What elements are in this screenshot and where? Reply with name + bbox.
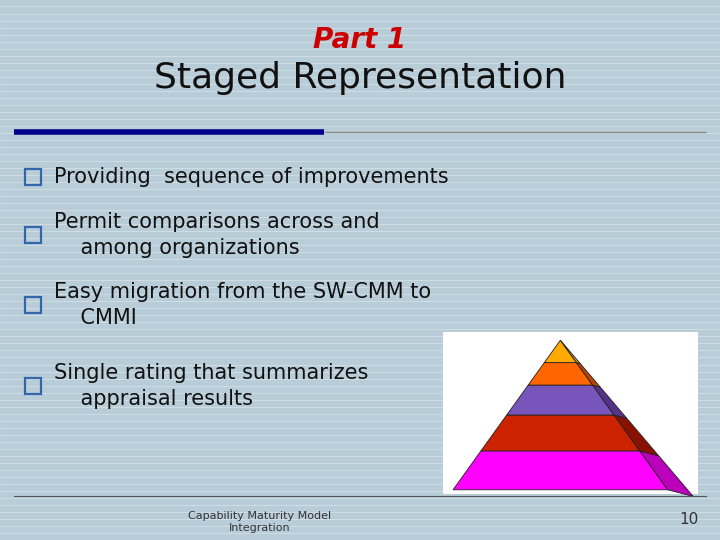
Polygon shape <box>481 415 640 451</box>
Text: Capability Maturity Model: Capability Maturity Model <box>188 511 330 521</box>
Text: Easy migration from the SW-CMM to
    CMMI: Easy migration from the SW-CMM to CMMI <box>54 282 431 328</box>
Polygon shape <box>593 385 627 418</box>
FancyBboxPatch shape <box>443 332 698 494</box>
Text: 10: 10 <box>679 512 698 527</box>
Polygon shape <box>544 340 577 363</box>
Text: Permit comparisons across and
    among organizations: Permit comparisons across and among orga… <box>54 212 379 258</box>
Text: Part 1: Part 1 <box>313 26 407 55</box>
Text: Single rating that summarizes
    appraisal results: Single rating that summarizes appraisal … <box>54 363 369 409</box>
Polygon shape <box>453 451 667 490</box>
Polygon shape <box>640 451 693 496</box>
Polygon shape <box>614 415 659 456</box>
Polygon shape <box>528 363 593 385</box>
Text: Staged Representation: Staged Representation <box>154 62 566 95</box>
Polygon shape <box>560 340 580 363</box>
Polygon shape <box>577 363 600 387</box>
Polygon shape <box>507 385 614 415</box>
Text: Integration: Integration <box>228 523 290 533</box>
Text: Providing  sequence of improvements: Providing sequence of improvements <box>54 167 449 187</box>
